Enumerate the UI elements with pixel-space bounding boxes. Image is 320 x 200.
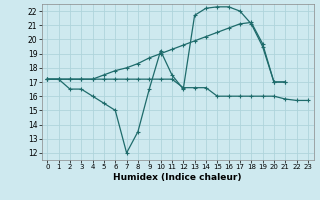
X-axis label: Humidex (Indice chaleur): Humidex (Indice chaleur) [113,173,242,182]
